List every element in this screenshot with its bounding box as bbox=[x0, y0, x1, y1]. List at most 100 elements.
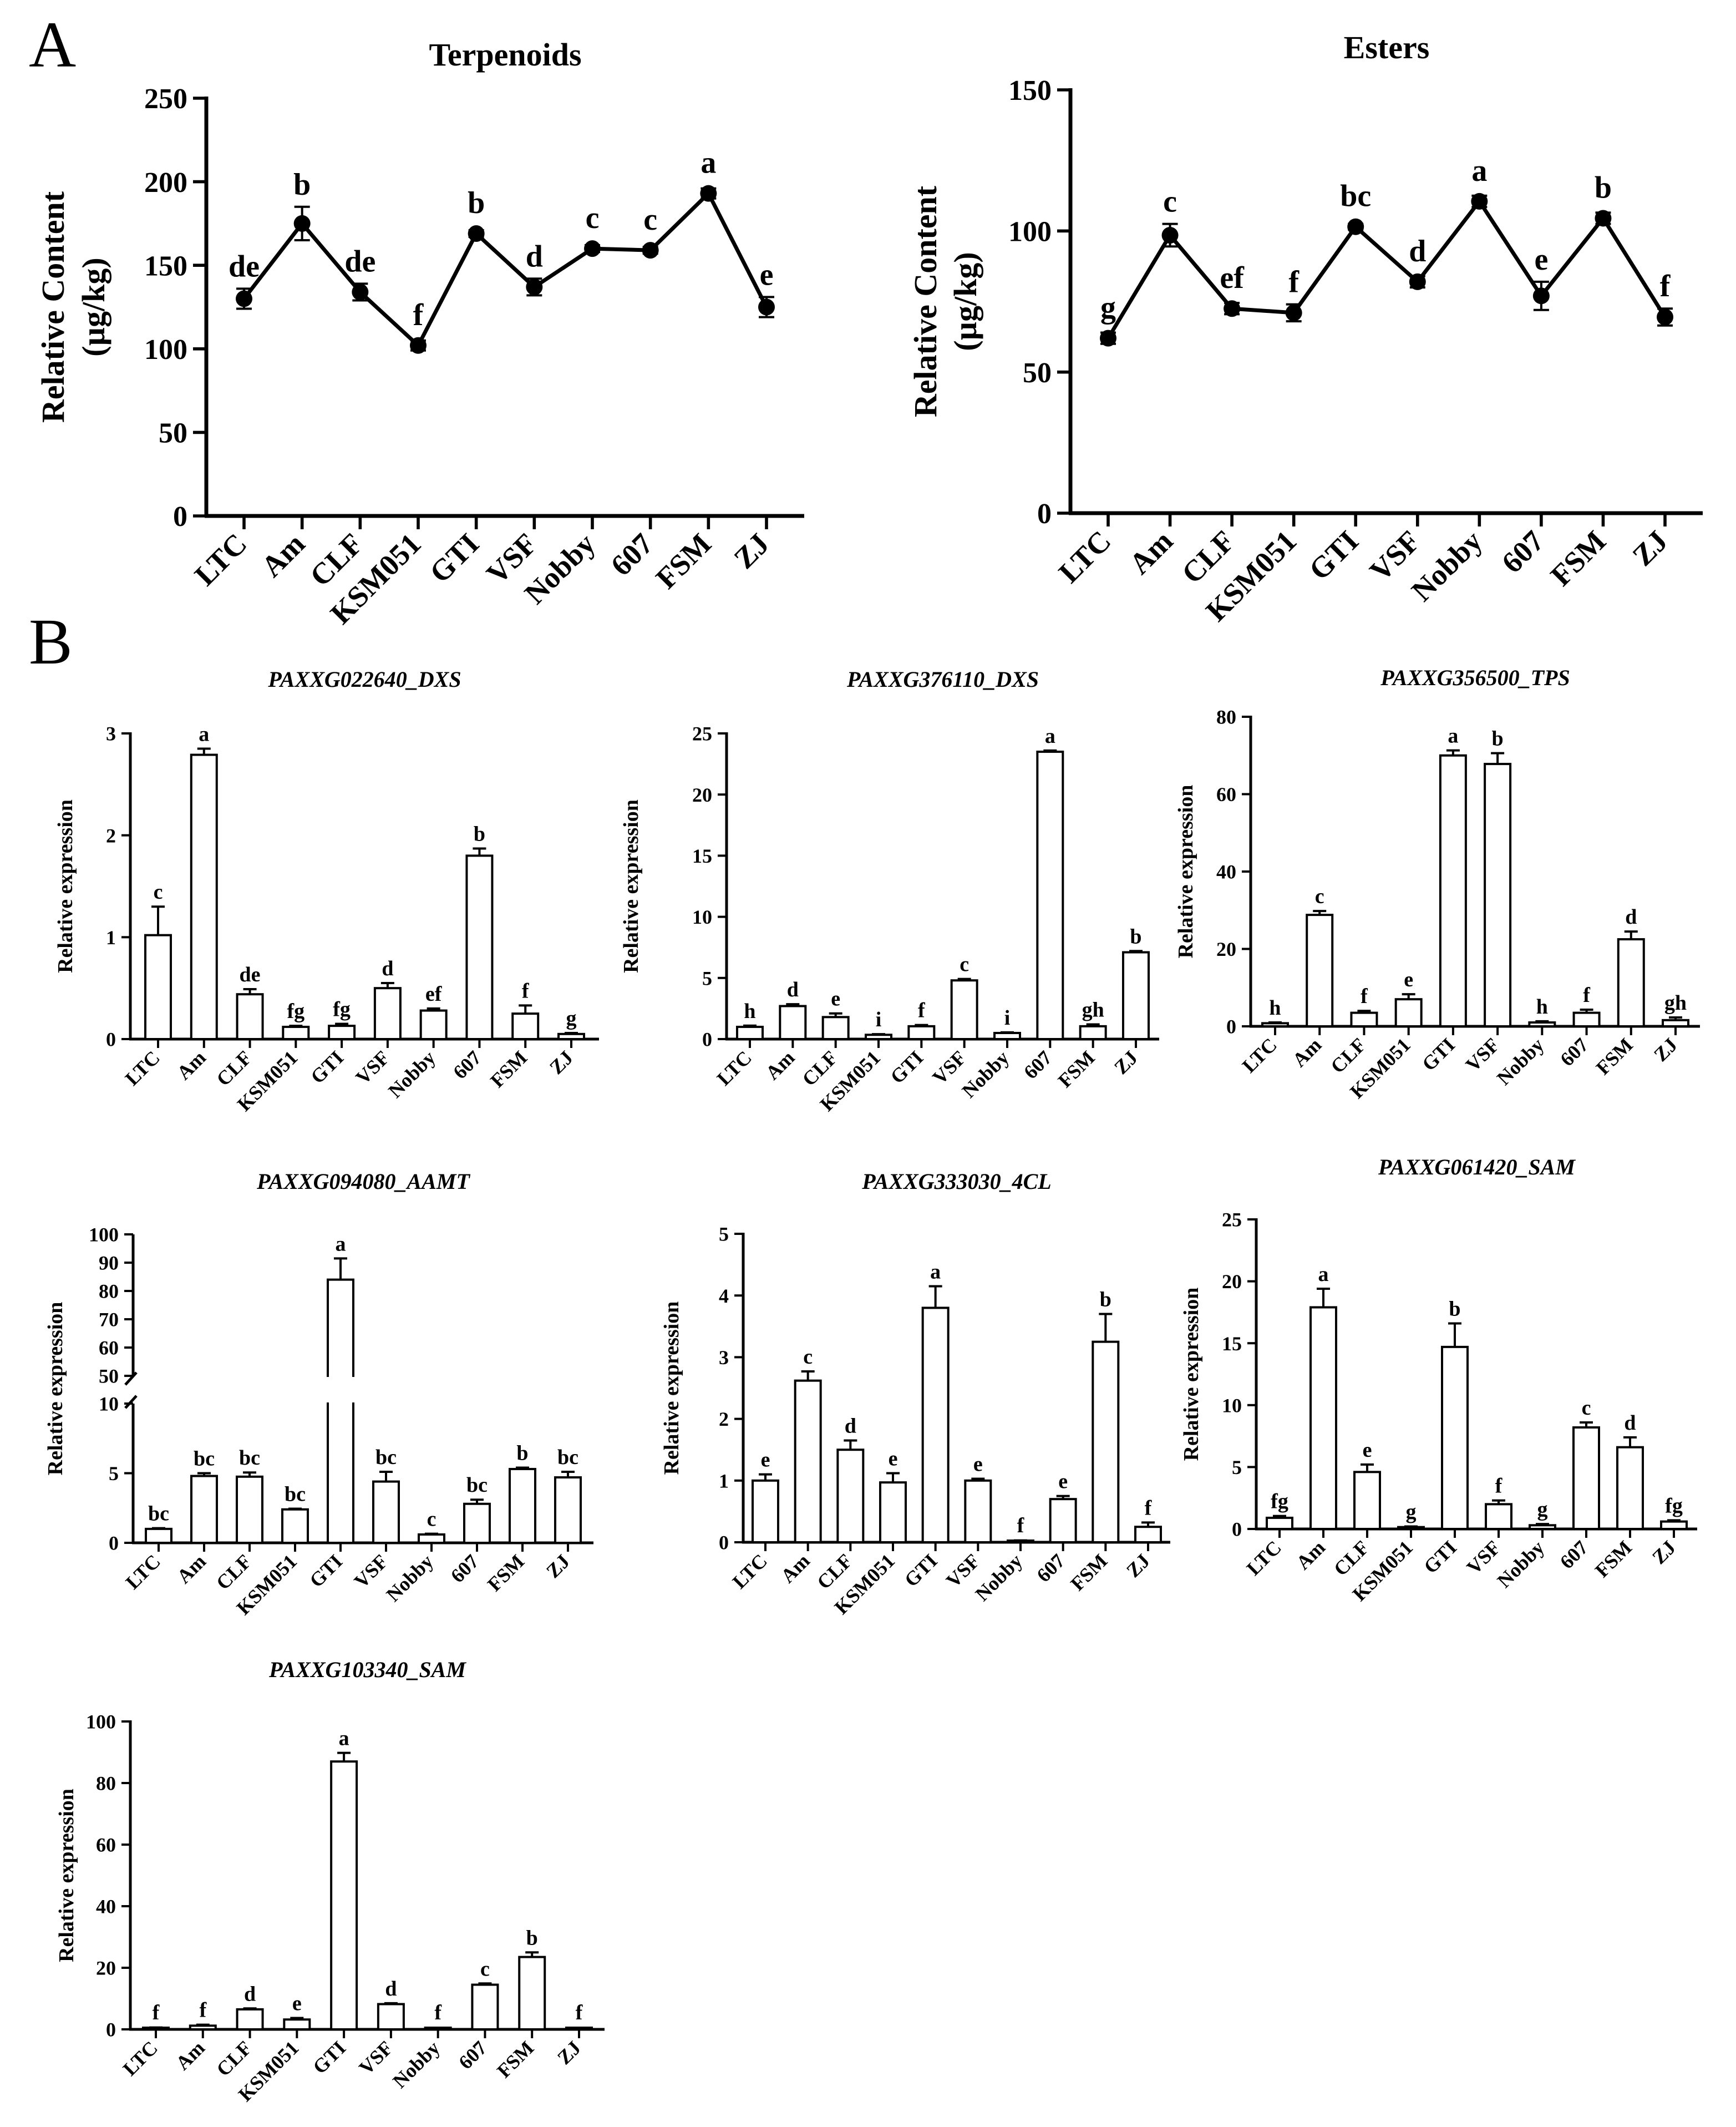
bar bbox=[1036, 751, 1064, 1041]
y-tick-label: 60 bbox=[1216, 783, 1236, 806]
significance-letter: d bbox=[385, 1977, 397, 2001]
bar bbox=[1572, 1011, 1601, 1028]
significance-letter: f bbox=[1495, 1475, 1503, 1498]
significance-letter: e bbox=[292, 1992, 302, 2015]
significance-letter: e bbox=[831, 987, 840, 1011]
y-tick-label: 1 bbox=[106, 926, 116, 949]
bar bbox=[1353, 1471, 1381, 1530]
bar bbox=[779, 1005, 807, 1040]
x-tick-label: 607 bbox=[449, 1046, 485, 1083]
bar bbox=[1092, 1340, 1120, 1544]
significance-letter: g bbox=[1537, 1498, 1548, 1521]
y-axis-label: Relative expression bbox=[1174, 785, 1197, 959]
significance-letter: a bbox=[1448, 725, 1458, 748]
bar bbox=[865, 1034, 892, 1041]
y-axis-label: (µg/kg) bbox=[75, 257, 111, 356]
bar bbox=[419, 1009, 448, 1041]
y-tick-label: 90 bbox=[99, 1252, 119, 1274]
y-tick-label: 0 bbox=[106, 2019, 116, 2041]
y-axis-label: Relative expression bbox=[44, 1302, 67, 1476]
significance-letter: a bbox=[1471, 154, 1487, 188]
bar bbox=[281, 1508, 309, 1544]
data-point bbox=[1532, 287, 1550, 305]
y-tick-label: 20 bbox=[96, 1957, 116, 1979]
significance-letter: e bbox=[761, 1449, 770, 1472]
significance-letter: e bbox=[1058, 1470, 1068, 1493]
x-tick-label: Nobby bbox=[958, 1046, 1013, 1102]
significance-letter: bc bbox=[466, 1473, 488, 1497]
data-point bbox=[1409, 273, 1426, 290]
x-tick-label: GTI bbox=[306, 1046, 348, 1088]
y-axis-label: Relative expression bbox=[55, 1789, 78, 1962]
chart-dxs2: PAXXG376110_DXS Relative expression 0 5 10 15… bbox=[620, 667, 1159, 1116]
bar bbox=[1261, 1022, 1289, 1028]
chart-title: PAXXG376110_DXS bbox=[846, 667, 1039, 692]
significance-letter: f bbox=[1583, 984, 1591, 1007]
significance-letter: f bbox=[1017, 1514, 1025, 1537]
y-tick-label: 20 bbox=[692, 784, 712, 806]
bar bbox=[465, 854, 494, 1041]
significance-letter: f bbox=[1288, 265, 1300, 300]
y-tick-label: 50 bbox=[99, 1365, 119, 1387]
x-tick-label: FSM bbox=[1544, 524, 1612, 592]
significance-letter: c bbox=[586, 201, 600, 235]
series-line bbox=[1106, 199, 1667, 340]
significance-letter: c bbox=[1315, 885, 1324, 908]
x-tick-label: Am bbox=[172, 1550, 210, 1588]
panel-label-b: B bbox=[29, 605, 73, 678]
y-tick-label: 2 bbox=[106, 824, 116, 847]
chart-terpenoids: Terpenoids Relative Content (µg/kg) 0 50 100 1… bbox=[35, 37, 804, 630]
y-tick-label: 10 bbox=[99, 1393, 119, 1415]
significance-letter: i bbox=[1004, 1006, 1011, 1030]
significance-letter: fg bbox=[1665, 1494, 1683, 1517]
y-tick-label: 150 bbox=[1008, 75, 1052, 107]
y-tick-label: 20 bbox=[1216, 938, 1236, 960]
chart-esters: Esters Relative Content (µg/kg) 0 50 100 150 g c… bbox=[907, 29, 1703, 627]
bar-break-gap bbox=[326, 1377, 356, 1402]
bar bbox=[330, 1760, 358, 2030]
y-tick-label: 40 bbox=[96, 1896, 116, 1918]
x-tick-label: LTC bbox=[188, 527, 253, 592]
significance-letter: c bbox=[960, 953, 969, 976]
data-point bbox=[584, 240, 601, 257]
chart-4cl: PAXXG333030_4CL Relative expression 0 1 2 3 4 5… bbox=[660, 1169, 1170, 1619]
significance-letter: bc bbox=[375, 1446, 397, 1469]
significance-letter: d bbox=[1625, 905, 1637, 929]
significance-letter: bc bbox=[239, 1446, 260, 1470]
axis-break-mark bbox=[124, 1395, 138, 1409]
y-tick-label: 0 bbox=[1232, 1518, 1242, 1541]
y-axis-label: Relative expression bbox=[1180, 1288, 1203, 1461]
y-tick-label: 100 bbox=[89, 1224, 119, 1246]
y-tick-label: 25 bbox=[692, 723, 712, 745]
significance-letter: f bbox=[522, 979, 530, 1002]
significance-letter: d bbox=[845, 1415, 856, 1438]
significance-letter: i bbox=[876, 1008, 882, 1031]
significance-letter: ef bbox=[425, 983, 443, 1006]
bar bbox=[1049, 1498, 1077, 1543]
significance-letter: a bbox=[1045, 725, 1055, 748]
bar bbox=[557, 1032, 585, 1040]
chart-dxs1: PAXXG022640_DXS Relative expression 0 1 2 3 c a… bbox=[54, 667, 599, 1116]
data-point bbox=[758, 298, 775, 316]
data-point bbox=[526, 278, 543, 296]
bar bbox=[1660, 1520, 1688, 1530]
x-tick-label: 607 bbox=[1556, 1034, 1592, 1070]
x-tick-label: LTC bbox=[1052, 524, 1117, 589]
bar bbox=[189, 2024, 217, 2031]
y-tick-label: 100 bbox=[144, 334, 187, 366]
x-tick-label: 607 bbox=[1556, 1536, 1592, 1573]
significance-letter: b bbox=[1100, 1288, 1111, 1311]
y-tick-label: 80 bbox=[1216, 706, 1236, 728]
x-tick-label: LTC bbox=[121, 1046, 164, 1090]
data-point bbox=[1161, 226, 1179, 244]
y-tick-label: 10 bbox=[1222, 1394, 1242, 1416]
y-axis-label: Relative expression bbox=[54, 799, 77, 973]
y-axis-label: Relative expression bbox=[620, 799, 643, 973]
x-tick-label: Am bbox=[762, 1046, 799, 1084]
significance-letter: d bbox=[244, 1982, 256, 2006]
y-tick-label: 100 bbox=[86, 1711, 116, 1733]
x-tick-label: Am bbox=[171, 2037, 209, 2074]
data-point bbox=[1347, 218, 1364, 235]
bar bbox=[1350, 1011, 1378, 1028]
significance-letter: a bbox=[1318, 1263, 1329, 1286]
